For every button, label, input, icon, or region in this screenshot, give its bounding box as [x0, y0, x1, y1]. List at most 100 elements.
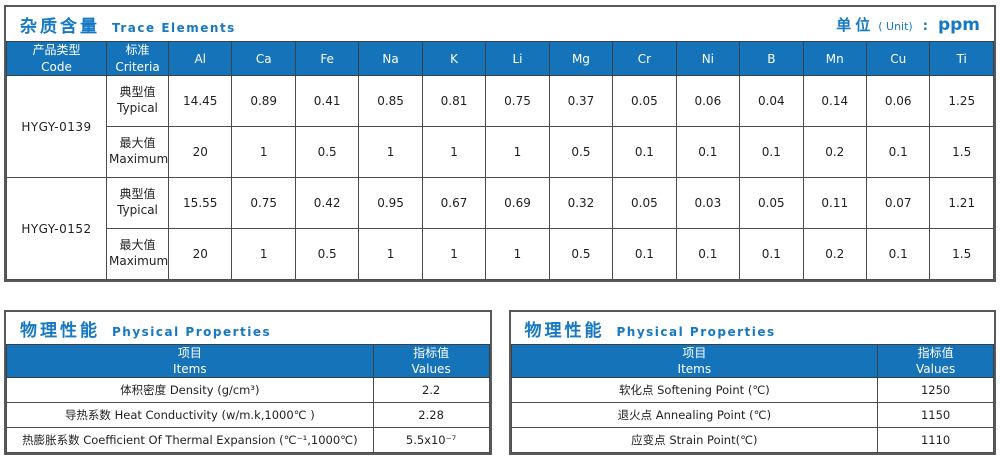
criteria-cell: 最大值 Maximum	[106, 126, 169, 178]
value-cell: 0.05	[739, 177, 804, 229]
product-code-cell: HYGY-0139	[6, 75, 107, 178]
value-cell: 0.04	[739, 75, 804, 127]
value-cell: 1	[231, 228, 296, 280]
value-cell: 0.06	[865, 75, 931, 127]
property-item-cell: 退火点 Annealing Point (℃)	[510, 402, 879, 429]
value-cell: 0.5	[294, 126, 360, 178]
trace-elements-section: 杂质含量 Trace Elements 单位 ( Unit) : ppm 产品类…	[4, 5, 996, 282]
value-cell: 0.1	[739, 228, 804, 280]
element-header-mg: Mg	[548, 41, 614, 76]
criteria-header-en: Criteria	[115, 59, 160, 74]
product-code-cell: HYGY-0152	[6, 177, 107, 280]
value-cell: 1	[421, 228, 487, 280]
property-item-cell: 应变点 Strain Point(℃)	[510, 427, 879, 454]
criteria-label-zh: 最大值	[119, 238, 156, 253]
physical-properties-right-section: 物理性能 Physical Properties 项目 Items 指标值 Va…	[508, 310, 996, 456]
element-header-ca: Ca	[231, 41, 296, 76]
table-row: 退火点 Annealing Point (℃) 1150	[510, 402, 994, 429]
value-cell: 0.85	[358, 75, 423, 127]
property-value-cell: 1250	[877, 377, 994, 404]
table-row: HYGY-0152 典型值 Typical 15.55 0.75 0.42 0.…	[6, 177, 994, 280]
property-value-cell: 2.28	[372, 402, 490, 429]
items-header-zh: 项目	[177, 346, 202, 360]
items-header-zh: 项目	[682, 346, 707, 360]
table-row: 热膨胀系数 Coefficient Of Thermal Expansion (…	[6, 427, 490, 454]
section-title: 物理性能 Physical Properties	[20, 316, 271, 341]
property-item-cell: 软化点 Softening Point (℃)	[510, 377, 879, 404]
value-cell: 0.89	[231, 75, 296, 127]
element-header-li: Li	[485, 41, 550, 76]
unit-value: ppm	[937, 14, 980, 35]
value-cell: 1.21	[929, 177, 994, 229]
value-cell: 0.2	[802, 126, 867, 178]
section-title-zh: 物理性能	[524, 320, 605, 341]
element-header-mn: Mn	[802, 41, 867, 76]
criteria-column-header: 标准 Criteria	[106, 41, 169, 76]
criteria-label-zh: 典型值	[119, 187, 156, 202]
criteria-label-en: Maximum	[109, 254, 169, 268]
criteria-cell: 典型值 Typical	[106, 75, 169, 127]
physical-right-title-band: 物理性能 Physical Properties	[510, 312, 994, 344]
criteria-header-zh: 标准	[125, 43, 150, 58]
element-header-ti: Ti	[929, 41, 994, 76]
criteria-cell: 最大值 Maximum	[106, 228, 169, 280]
unit-label: 单位 ( Unit) : ppm	[836, 14, 980, 35]
element-header-cu: Cu	[865, 41, 931, 76]
section-title: 物理性能 Physical Properties	[525, 316, 776, 341]
value-cell: 0.11	[802, 177, 867, 229]
table-row: 体积密度 Density (g/cm³) 2.2	[6, 377, 490, 404]
value-cell: 20	[167, 126, 233, 178]
value-cell: 1.25	[929, 75, 994, 127]
element-header-ni: Ni	[675, 41, 741, 76]
section-title: 杂质含量 Trace Elements	[20, 12, 236, 37]
property-value-cell: 2.2	[372, 377, 490, 404]
value-cell: 0.1	[612, 126, 677, 178]
property-item-cell: 体积密度 Density (g/cm³)	[6, 377, 374, 404]
section-title-zh: 物理性能	[20, 320, 100, 341]
table-row: 导热系数 Heat Conductivity (w/m.k,1000℃ ) 2.…	[6, 402, 490, 429]
table-row: 最大值 Maximum 20 1 0.5 1 1 1 0.5 0.1 0.1 0…	[7, 126, 994, 178]
value-cell: 1	[231, 126, 296, 178]
element-header-k: K	[421, 41, 487, 76]
property-value-cell: 1110	[877, 427, 994, 454]
physical-header-row: 项目 Items 指标值 Values	[510, 343, 994, 379]
property-value-cell: 1150	[877, 402, 994, 429]
section-title-en: Trace Elements	[112, 20, 236, 35]
section-title-zh: 杂质含量	[20, 16, 100, 37]
code-header-en: Code	[41, 59, 72, 74]
element-header-fe: Fe	[294, 41, 360, 76]
value-cell: 0.67	[421, 177, 487, 229]
value-cell: 1	[485, 126, 550, 178]
values-header-en: Values	[915, 362, 956, 377]
value-cell: 0.37	[548, 75, 614, 127]
value-cell: 0.03	[675, 177, 741, 229]
element-header-b: B	[739, 41, 804, 76]
element-header-al: Al	[167, 41, 233, 76]
code-column-header: 产品类型 Code	[6, 41, 107, 76]
value-cell: 0.14	[802, 75, 867, 127]
criteria-label-zh: 最大值	[119, 136, 156, 151]
physical-left-title-band: 物理性能 Physical Properties	[6, 312, 490, 344]
criteria-cell: 典型值 Typical	[106, 177, 169, 229]
value-cell: 0.75	[485, 75, 550, 127]
criteria-label-zh: 典型值	[119, 85, 156, 100]
value-cell: 0.1	[675, 228, 741, 280]
trace-elements-table: 产品类型 Code 标准 Criteria Al Ca Fe Na K Li M…	[6, 41, 994, 280]
values-header-zh: 指标值	[917, 346, 954, 360]
values-header-zh: 指标值	[413, 346, 450, 360]
value-cell: 0.75	[231, 177, 296, 229]
value-cell: 1.5	[929, 126, 994, 178]
value-cell: 0.42	[294, 177, 360, 229]
table-row: 最大值 Maximum 20 1 0.5 1 1 1 0.5 0.1 0.1 0…	[7, 228, 994, 280]
criteria-label-en: Maximum	[109, 152, 169, 166]
property-item-cell: 导热系数 Heat Conductivity (w/m.k,1000℃ )	[6, 402, 374, 429]
value-cell: 0.1	[739, 126, 804, 178]
items-header-en: Items	[677, 362, 712, 377]
items-column-header: 项目 Items	[6, 343, 374, 379]
values-header-en: Values	[411, 362, 451, 377]
unit-label-zh: 单位	[836, 15, 875, 34]
items-column-header: 项目 Items	[510, 343, 879, 379]
physical-left-table: 项目 Items 指标值 Values 体积密度 Density (g/cm³)…	[6, 343, 490, 454]
value-cell: 0.2	[802, 228, 867, 280]
items-header-en: Items	[173, 362, 207, 377]
